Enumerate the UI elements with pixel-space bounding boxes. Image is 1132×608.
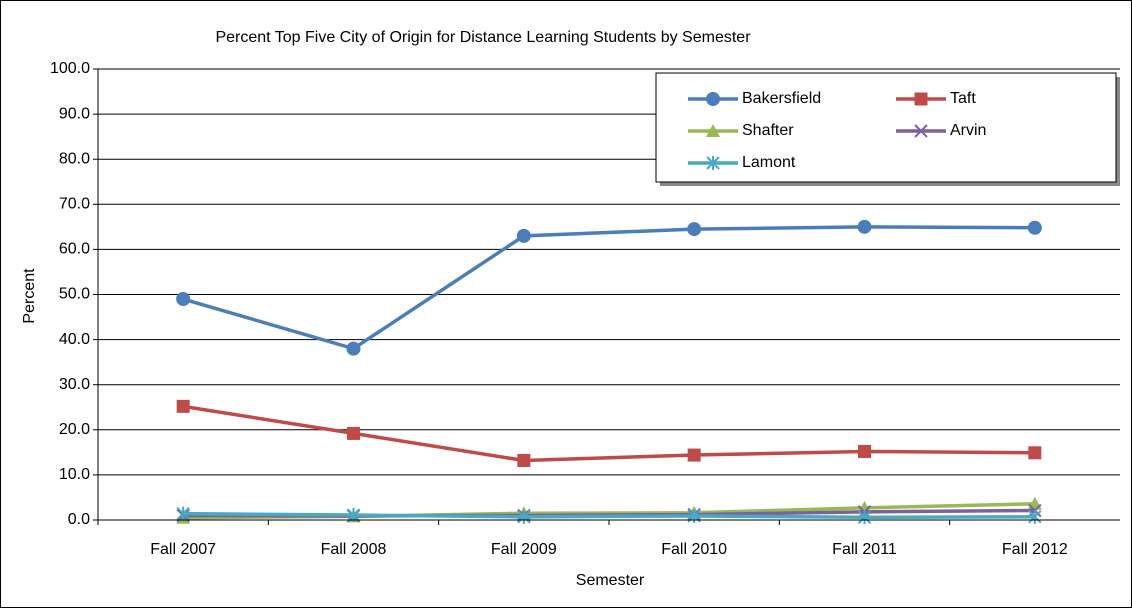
legend-marker — [914, 92, 928, 106]
y-tick-label: 60.0 — [59, 241, 90, 258]
x-axis-label: Semester — [576, 572, 645, 589]
series-line — [183, 511, 1035, 520]
y-tick-label: 0.0 — [68, 511, 90, 528]
legend-label: Shafter — [742, 122, 794, 139]
x-tick-label: Fall 2012 — [1002, 541, 1068, 558]
y-tick-label: 10.0 — [59, 466, 90, 483]
point — [176, 506, 190, 521]
point — [346, 341, 361, 356]
legend-marker — [706, 92, 720, 106]
series-line — [182, 404, 1035, 463]
y-tick-label: 70.0 — [59, 196, 90, 213]
x-tick-label: Fall 2008 — [321, 541, 387, 558]
point — [1028, 446, 1042, 460]
point — [1028, 509, 1042, 524]
point — [857, 219, 872, 234]
y-tick-label: 20.0 — [59, 421, 90, 438]
x-tick-label: Fall 2009 — [491, 541, 557, 558]
point — [687, 222, 702, 237]
point — [517, 453, 531, 467]
legend — [655, 72, 1117, 183]
legend-label: Bakersfield — [742, 90, 821, 107]
point — [347, 426, 360, 440]
point — [176, 292, 191, 307]
y-tick-label: 80.0 — [59, 150, 90, 167]
y-tick-label: 30.0 — [59, 376, 90, 393]
legend-marker — [706, 156, 720, 170]
y-tick-label: 50.0 — [59, 286, 90, 303]
x-tick-label: Fall 2011 — [832, 541, 897, 558]
x-tick-label: Fall 2007 — [150, 541, 216, 558]
point — [857, 510, 872, 525]
legend-label: Lamont — [742, 154, 796, 171]
y-axis-label: Percent — [21, 268, 38, 324]
point — [516, 228, 531, 243]
legend-marker — [914, 124, 928, 138]
y-tick-label: 40.0 — [59, 331, 90, 348]
legend-label: Taft — [950, 90, 976, 107]
point — [176, 399, 190, 413]
x-tick-label: Fall 2010 — [661, 541, 727, 558]
point — [517, 509, 531, 524]
point — [687, 448, 701, 462]
y-tick-label: 100.0 — [50, 60, 90, 77]
chart-title: Percent Top Five City of Origin for Dist… — [215, 29, 751, 46]
legend-marker — [706, 124, 720, 137]
point — [858, 444, 871, 458]
y-tick-label: 90.0 — [59, 105, 90, 122]
series-line — [182, 225, 1035, 351]
legend-label: Arvin — [950, 122, 986, 139]
point — [1027, 220, 1042, 235]
